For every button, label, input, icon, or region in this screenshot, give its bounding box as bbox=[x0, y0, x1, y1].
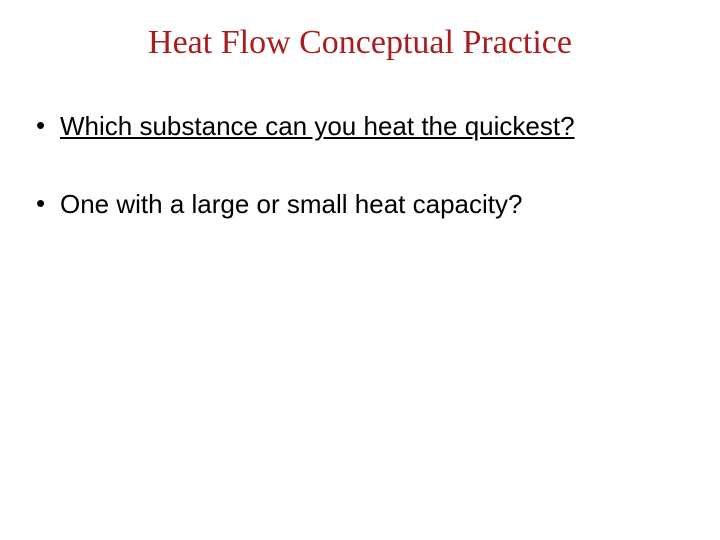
bullet-item: Which substance can you heat the quickes… bbox=[36, 110, 720, 144]
slide-title: Heat Flow Conceptual Practice bbox=[0, 24, 720, 62]
bullet-item: One with a large or small heat capacity? bbox=[36, 188, 720, 222]
bullet-text: Which substance can you heat the quickes… bbox=[60, 111, 575, 141]
bullet-list: Which substance can you heat the quickes… bbox=[0, 110, 720, 222]
bullet-text: One with a large or small heat capacity? bbox=[60, 189, 522, 219]
slide-container: Heat Flow Conceptual Practice Which subs… bbox=[0, 0, 720, 540]
